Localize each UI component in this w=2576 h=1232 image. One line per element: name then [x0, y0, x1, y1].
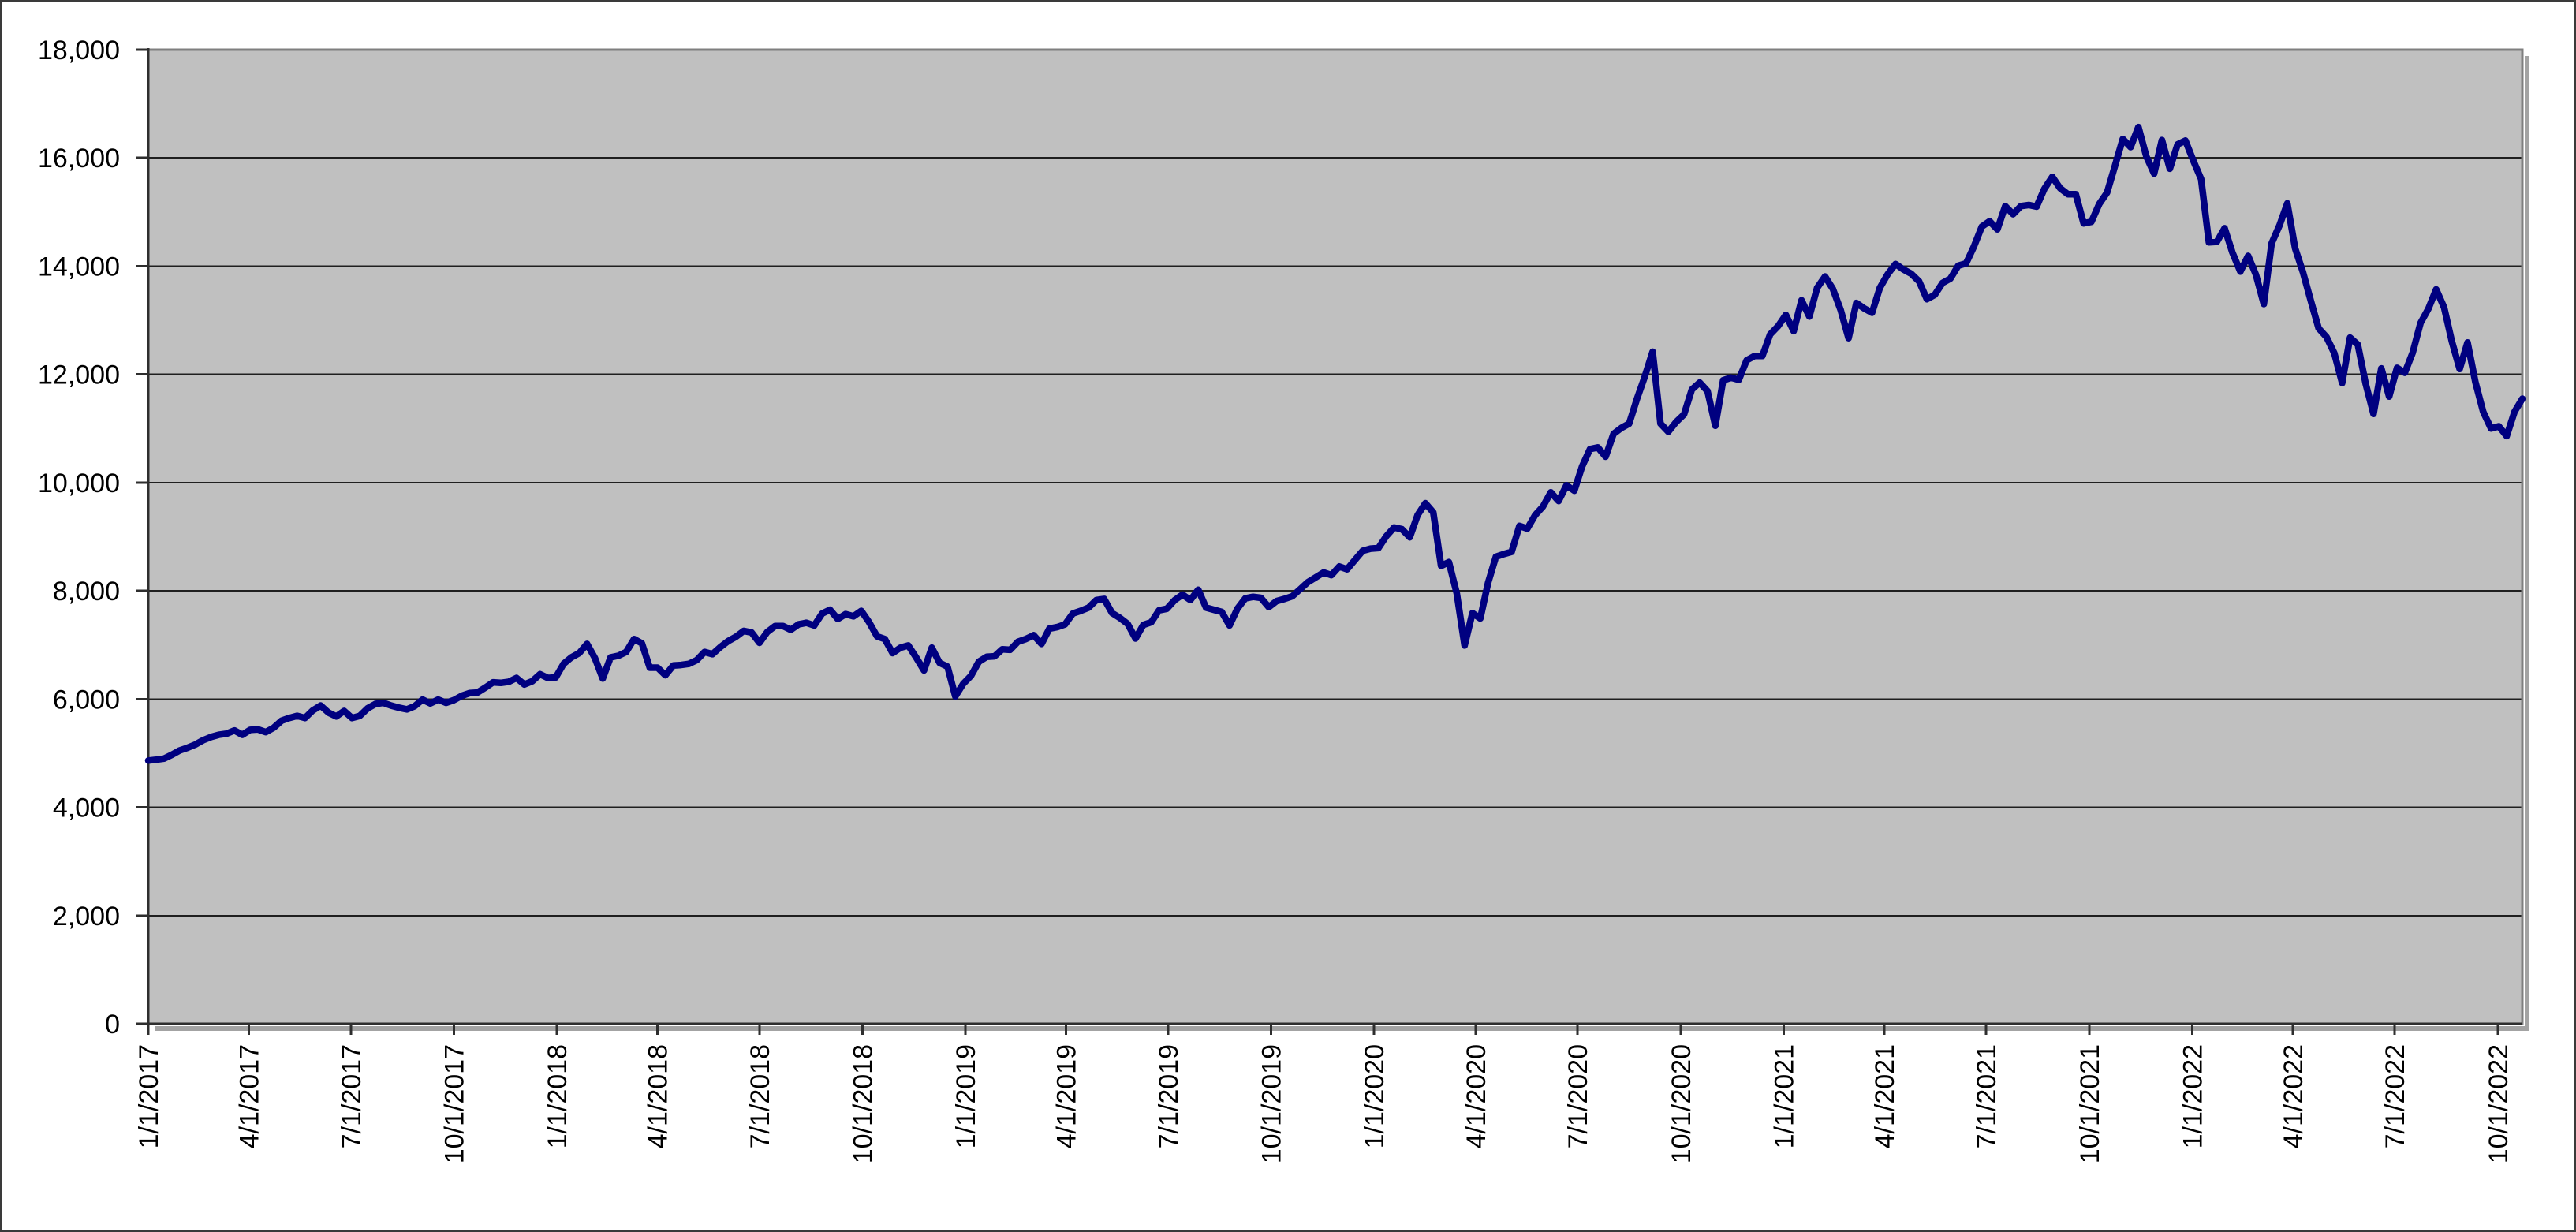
x-tick-label: 4/1/2021	[1870, 1044, 1900, 1148]
x-tick-label: 4/1/2019	[1052, 1044, 1082, 1148]
x-tick-label: 7/1/2018	[745, 1044, 775, 1148]
y-tick-label: 14,000	[38, 252, 120, 282]
x-tick-label: 1/1/2019	[951, 1044, 981, 1148]
x-tick-label: 7/1/2020	[1563, 1044, 1593, 1148]
x-tick-label: 4/1/2017	[235, 1044, 265, 1148]
y-tick-label: 18,000	[38, 35, 120, 65]
y-tick-label: 6,000	[53, 685, 120, 715]
plot-area	[148, 50, 2522, 1024]
x-tick-label: 10/1/2018	[848, 1044, 878, 1163]
x-tick-label: 4/1/2018	[644, 1044, 674, 1148]
y-tick-label: 4,000	[53, 793, 120, 823]
x-tick-label: 4/1/2020	[1462, 1044, 1491, 1148]
plot-shadow-right	[2525, 56, 2529, 1031]
x-tick-label: 1/1/2020	[1360, 1044, 1390, 1148]
x-tick-label: 7/1/2017	[337, 1044, 367, 1148]
x-tick-label: 7/1/2022	[2380, 1044, 2410, 1148]
x-tick-label: 1/1/2017	[134, 1044, 164, 1148]
y-tick-label: 10,000	[38, 469, 120, 498]
x-tick-label: 10/1/2019	[1256, 1044, 1286, 1163]
x-tick-label: 7/1/2021	[1972, 1044, 2002, 1148]
x-tick-label: 10/1/2022	[2484, 1044, 2514, 1163]
x-tick-label: 7/1/2019	[1154, 1044, 1184, 1148]
x-tick-label: 10/1/2017	[439, 1044, 469, 1163]
x-tick-label: 1/1/2021	[1769, 1044, 1799, 1148]
x-tick-label: 1/1/2022	[2178, 1044, 2208, 1148]
y-tick-label: 0	[105, 1010, 120, 1040]
price-line	[144, 123, 2526, 764]
y-tick-label: 2,000	[53, 902, 120, 931]
x-tick-label: 10/1/2020	[1667, 1044, 1697, 1163]
x-tick-label: 10/1/2021	[2075, 1044, 2105, 1163]
x-tick-label: 1/1/2018	[543, 1044, 573, 1148]
y-tick-label: 16,000	[38, 144, 120, 174]
x-tick-label: 4/1/2022	[2279, 1044, 2309, 1148]
plot-shadow-bottom	[155, 1026, 2529, 1031]
y-tick-label: 8,000	[53, 577, 120, 607]
y-tick-label: 12,000	[38, 360, 120, 390]
